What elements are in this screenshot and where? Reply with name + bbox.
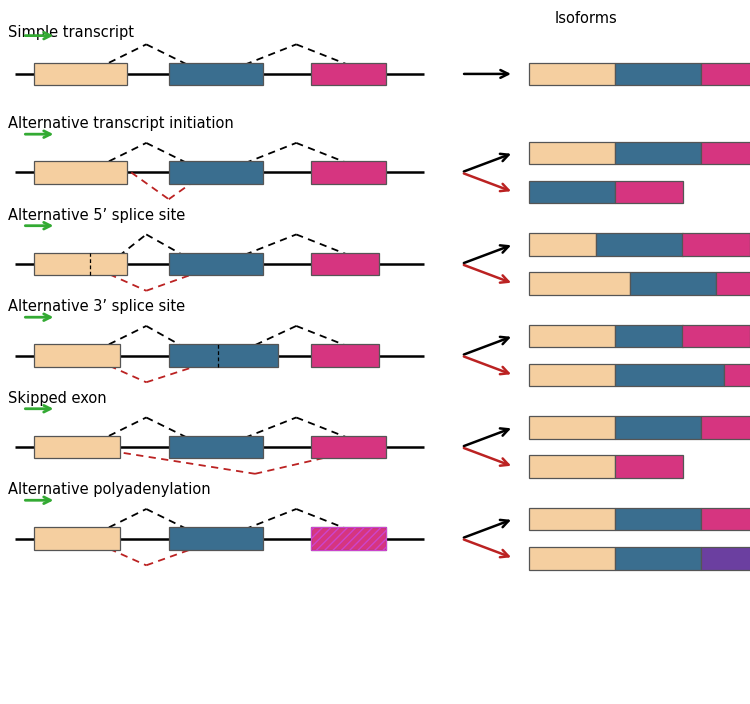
- Bar: [615, 455, 682, 478]
- Bar: [34, 436, 120, 458]
- Bar: [169, 63, 262, 85]
- Bar: [169, 436, 262, 458]
- Text: Simple transcript: Simple transcript: [8, 25, 134, 39]
- Bar: [724, 364, 750, 386]
- Bar: [529, 181, 615, 203]
- Bar: [34, 63, 128, 85]
- Bar: [615, 325, 682, 347]
- Text: Alternative polyadenylation: Alternative polyadenylation: [8, 482, 210, 497]
- Bar: [311, 527, 386, 550]
- Bar: [529, 233, 596, 256]
- Bar: [169, 527, 262, 550]
- Bar: [701, 508, 750, 530]
- Bar: [596, 233, 682, 256]
- Bar: [529, 325, 615, 347]
- Bar: [529, 416, 615, 439]
- Text: Alternative 5’ splice site: Alternative 5’ splice site: [8, 208, 184, 222]
- Bar: [169, 344, 278, 367]
- Bar: [34, 527, 120, 550]
- Bar: [615, 142, 701, 164]
- Bar: [615, 508, 701, 530]
- Bar: [529, 455, 615, 478]
- Bar: [34, 161, 128, 184]
- Text: Alternative 3’ splice site: Alternative 3’ splice site: [8, 299, 184, 314]
- Bar: [34, 344, 120, 367]
- Bar: [701, 142, 750, 164]
- Bar: [311, 253, 379, 275]
- Bar: [630, 272, 716, 295]
- Text: Skipped exon: Skipped exon: [8, 391, 106, 406]
- Bar: [615, 364, 724, 386]
- Bar: [169, 161, 262, 184]
- Bar: [615, 181, 682, 203]
- Bar: [529, 63, 615, 85]
- Bar: [529, 364, 615, 386]
- Bar: [701, 63, 750, 85]
- Bar: [529, 508, 615, 530]
- Bar: [716, 272, 750, 295]
- Bar: [615, 63, 701, 85]
- Bar: [311, 527, 386, 550]
- Bar: [311, 436, 386, 458]
- Bar: [529, 142, 615, 164]
- Bar: [701, 416, 750, 439]
- Bar: [682, 233, 750, 256]
- Bar: [615, 416, 701, 439]
- Bar: [615, 547, 701, 570]
- Text: Alternative transcript initiation: Alternative transcript initiation: [8, 116, 233, 131]
- Bar: [701, 547, 750, 570]
- Bar: [34, 253, 128, 275]
- Bar: [311, 161, 386, 184]
- Bar: [529, 272, 630, 295]
- Bar: [311, 63, 386, 85]
- Bar: [529, 547, 615, 570]
- Bar: [682, 325, 750, 347]
- Bar: [311, 344, 379, 367]
- Text: Isoforms: Isoforms: [555, 11, 618, 25]
- Bar: [169, 253, 262, 275]
